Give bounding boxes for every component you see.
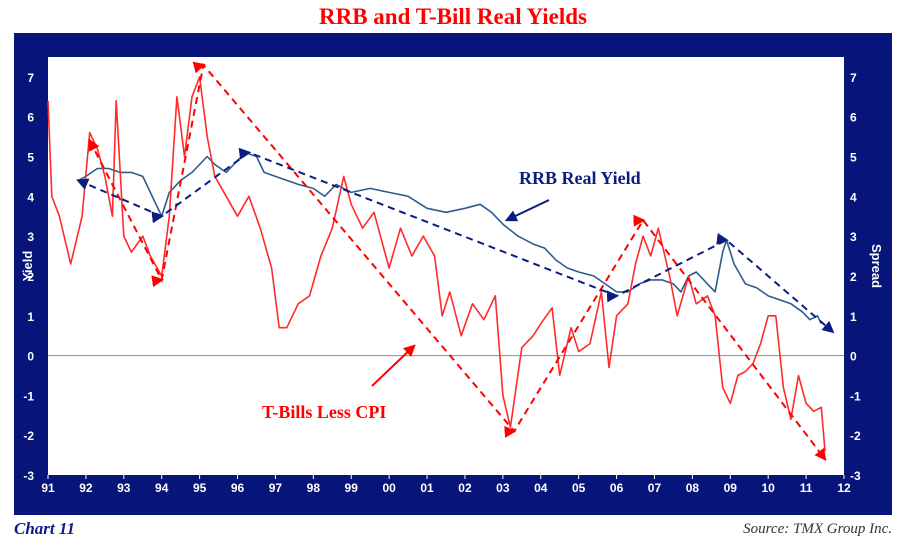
- x-tick-label: 07: [648, 481, 662, 495]
- y-tick-label: 6: [27, 111, 34, 125]
- y-tick-label: 0: [27, 350, 34, 364]
- tbill-annotation-arrow: [371, 344, 416, 387]
- y-tick-label: 1: [27, 310, 34, 324]
- x-tick-label: 03: [496, 481, 510, 495]
- y-tick-label: 2: [27, 270, 34, 284]
- x-tick-label: 08: [686, 481, 700, 495]
- line-chart: -3 -3-2 -2-1 -10 01 12 23 34 45 56 67 791 92 93 94 95 96…: [20, 57, 884, 495]
- x-tick-label: 09: [724, 481, 738, 495]
- y2-tick-label: 1: [850, 310, 857, 324]
- source-note: Source: TMX Group Inc.: [743, 521, 892, 537]
- y-tick-label: 3: [27, 230, 34, 244]
- blue-trend-line: [76, 147, 835, 334]
- y2-tick-label: -3: [850, 469, 861, 483]
- x-tick-label: 94: [155, 481, 169, 495]
- y2-tick-label: -2: [850, 429, 861, 443]
- x-tick-label: 02: [458, 481, 472, 495]
- x-tick-label: 04: [534, 481, 548, 495]
- plot-area: [48, 57, 844, 475]
- y2-tick-label: 2: [850, 270, 857, 284]
- x-tick-label: 91: [41, 481, 55, 495]
- y2-tick-label: 3: [850, 230, 857, 244]
- x-tick-label: 95: [193, 481, 207, 495]
- y2-tick-label: 6: [850, 111, 857, 125]
- y2-tick-label: 5: [850, 151, 857, 165]
- x-tick-label: 05: [572, 481, 586, 495]
- y2-tick-label: 4: [850, 190, 857, 204]
- y-tick-label: -3: [23, 469, 34, 483]
- rrb-annotation-label: RRB Real Yield: [519, 168, 641, 188]
- y2-axis-label: Spread: [869, 244, 884, 288]
- x-tick-label: 93: [117, 481, 131, 495]
- x-tick-label: 92: [79, 481, 93, 495]
- y-tick-label: 4: [27, 190, 34, 204]
- chart-title: RRB and T-Bill Real Yields: [319, 4, 587, 29]
- rrb-annotation-arrow: [504, 199, 550, 222]
- x-tick-label: 10: [762, 481, 776, 495]
- x-tick-label: 11: [800, 481, 813, 495]
- chart-number: Chart 11: [14, 519, 75, 538]
- tbill-annotation-label: T-Bills Less CPI: [262, 402, 386, 422]
- y-tick-label: -2: [23, 429, 34, 443]
- y-tick-label: -1: [23, 389, 34, 403]
- x-tick-label: 01: [420, 481, 434, 495]
- x-tick-label: 96: [231, 481, 245, 495]
- x-tick-label: 99: [345, 481, 359, 495]
- y-axis-label: Yield: [20, 251, 35, 282]
- y-tick-label: 5: [27, 151, 34, 165]
- y-tick-label: 7: [27, 71, 34, 85]
- x-tick-label: 00: [382, 481, 396, 495]
- y2-tick-label: 7: [850, 71, 857, 85]
- y2-tick-label: 0: [850, 350, 857, 364]
- x-tick-label: 97: [269, 481, 283, 495]
- x-tick-label: 06: [610, 481, 624, 495]
- x-tick-label: 12: [837, 481, 851, 495]
- y2-tick-label: -1: [850, 389, 861, 403]
- x-tick-label: 98: [307, 481, 321, 495]
